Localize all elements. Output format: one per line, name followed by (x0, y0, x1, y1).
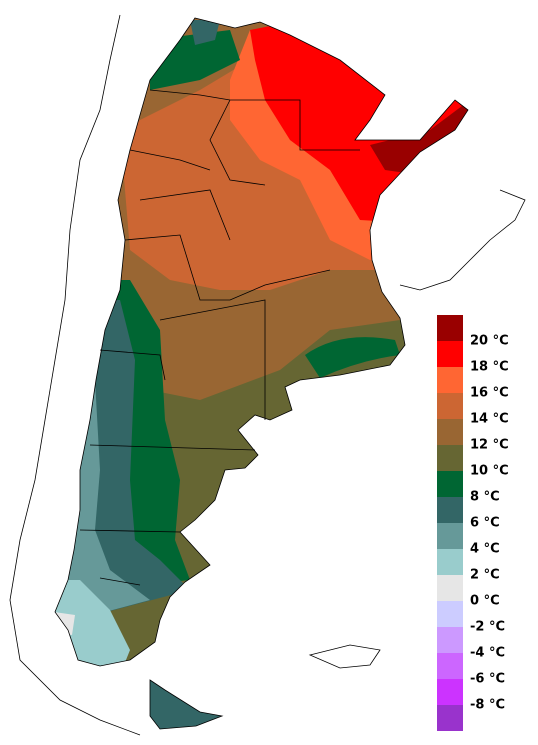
legend-swatch (437, 601, 463, 627)
legend-swatch (437, 679, 463, 705)
legend-swatch (437, 393, 463, 419)
legend-label: 20 °C (470, 334, 509, 349)
legend-label: 2 °C (470, 568, 500, 583)
legend-label: 12 °C (470, 438, 509, 453)
legend-swatch (437, 575, 463, 601)
legend: 20 °C 18 °C 16 °C 14 °C 12 °C 10 °C 8 °C 6 °C 4 … (437, 315, 509, 731)
legend-label: -2 °C (470, 620, 505, 635)
legend-swatch (437, 549, 463, 575)
legend-swatch (437, 627, 463, 653)
legend-label: -8 °C (470, 698, 505, 713)
legend-label: 0 °C (470, 594, 500, 609)
legend-label: 8 °C (470, 490, 500, 505)
boundaries (9, 14, 526, 736)
legend-swatch (437, 315, 463, 341)
legend-swatch (437, 653, 463, 679)
legend-swatch (437, 341, 463, 367)
legend-label: -6 °C (470, 672, 505, 687)
legend-swatch (437, 471, 463, 497)
legend-label: 18 °C (470, 360, 509, 375)
legend-label: 6 °C (470, 516, 500, 531)
legend-label: 10 °C (470, 464, 509, 479)
legend-swatch (437, 367, 463, 393)
legend-swatch (437, 497, 463, 523)
legend-swatch (437, 419, 463, 445)
legend-swatch (437, 523, 463, 549)
legend-label: 16 °C (470, 386, 509, 401)
legend-swatch (437, 445, 463, 471)
legend-swatch (437, 705, 463, 731)
legend-label: 14 °C (470, 412, 509, 427)
legend-label: 4 °C (470, 542, 500, 557)
legend-label: -4 °C (470, 646, 505, 661)
